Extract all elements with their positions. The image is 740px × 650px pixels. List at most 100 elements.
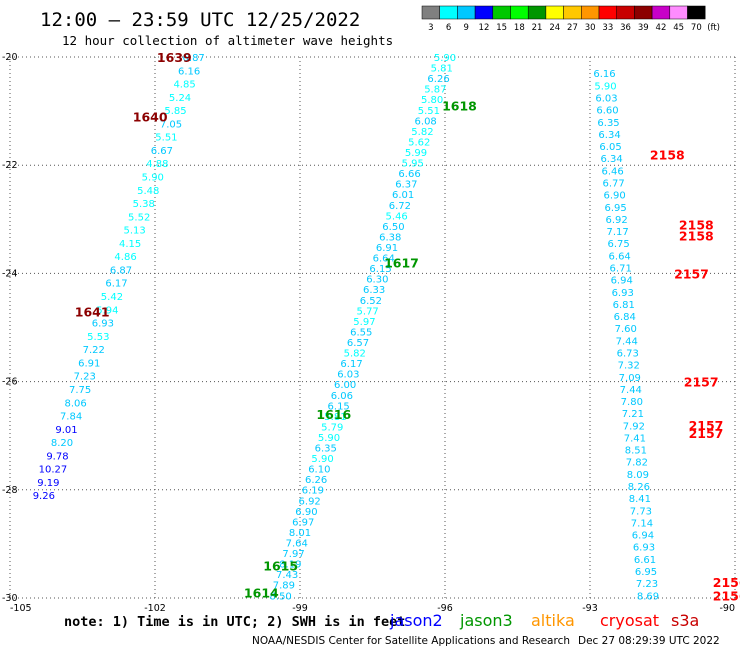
swh-value: 8.50 [270, 591, 292, 602]
legend-swatch [421, 5, 440, 20]
swh-value: 6.95 [635, 567, 657, 578]
swh-value: 5.94 [96, 305, 118, 316]
swh-value: 7.75 [69, 385, 91, 396]
swh-value: 6.19 [302, 486, 324, 497]
footer-note: note: 1) Time is in UTC; 2) SWH is in fe… [64, 614, 405, 630]
swh-value: 6.17 [105, 279, 127, 290]
time-label: 1639 [157, 50, 192, 65]
swh-value: 6.15 [328, 401, 350, 412]
legend-tick-label: 42 [656, 23, 667, 33]
footer-timestamp: Dec 27 08:29:39 UTC 2022 [578, 635, 720, 647]
swh-value: 8.20 [51, 438, 73, 449]
satellite-legend: jason2 jason3 altika cryosat s3a [389, 611, 699, 630]
swh-value: 6.64 [373, 254, 395, 265]
chart-title: 12:00 — 23:59 UTC 12/25/2022 [40, 9, 360, 31]
swh-value: 6.06 [331, 391, 353, 402]
time-label: 1617 [384, 256, 419, 271]
legend-tick-label: 36 [620, 23, 631, 33]
swh-value: 4.86 [114, 252, 136, 263]
swh-value: 6.05 [599, 142, 621, 153]
legend-swatch [651, 5, 671, 20]
swh-value: 5.13 [124, 226, 146, 237]
swh-value: 6.37 [395, 180, 417, 191]
legend-unit: (ft) [707, 23, 720, 33]
legend-tick-label: 12 [479, 23, 490, 33]
chart-subtitle: 12 hour collection of altimeter wave hei… [62, 33, 393, 48]
swh-value: 5.90 [311, 454, 333, 465]
swh-value: 6.61 [634, 555, 656, 566]
swh-value: 6.16 [593, 69, 615, 80]
swh-value: 6.73 [617, 348, 639, 359]
swh-value: 6.93 [633, 543, 655, 554]
x-tick-label: -93 [582, 603, 598, 614]
swh-value: 6.97 [292, 517, 314, 528]
swh-value: 6.91 [376, 243, 398, 254]
footer-credit: NOAA/NESDIS Center for Satellite Applica… [252, 635, 570, 647]
swh-value: 7.80 [621, 397, 643, 408]
swh-value: 7.82 [626, 458, 648, 469]
swh-value: 8.19 [279, 560, 301, 571]
swh-value: 7.84 [60, 412, 82, 423]
swh-value: 6.67 [151, 146, 173, 157]
swh-value: 6.71 [610, 263, 632, 274]
x-tick-label: -99 [292, 603, 308, 614]
swh-value: 6.08 [415, 116, 437, 127]
time-label: 1618 [442, 99, 477, 114]
swh-value: 7.21 [622, 409, 644, 420]
swh-value: 6.92 [606, 215, 628, 226]
swh-value: 7.09 [619, 373, 641, 384]
swh-value: 6.93 [92, 319, 114, 330]
swh-value: 5.80 [421, 95, 443, 106]
swh-value: 7.23 [636, 579, 658, 590]
swh-value: 6.01 [392, 190, 414, 201]
swh-value: 6.55 [350, 327, 372, 338]
legend-swatch [474, 5, 494, 20]
swh-value: 7.44 [620, 385, 642, 396]
x-tick-label: -90 [719, 603, 735, 614]
legend-tick-label: 45 [673, 23, 684, 33]
swh-value: 7.41 [624, 433, 646, 444]
satellite-jason3: jason3 [459, 611, 513, 630]
time-label: 2157 [674, 266, 709, 281]
swh-value: 6.26 [305, 475, 327, 486]
swh-value: 6.00 [334, 380, 356, 391]
legend-tick-label: 70 [691, 23, 702, 33]
swh-value: 6.92 [299, 496, 321, 507]
swh-value: 6.64 [609, 251, 631, 262]
time-label: 2158 [679, 218, 714, 233]
swh-value: 6.81 [613, 300, 635, 311]
swh-value: 6.91 [78, 358, 100, 369]
wave-height-values: 6.87 6.16 4.85 5.24 5.85 7.05 5.51 6.67 4.88 5.90… [33, 53, 659, 602]
legend-swatch [669, 5, 688, 20]
legend-swatch [616, 5, 635, 20]
x-tick-label: -96 [437, 603, 453, 614]
swh-value: 5.97 [353, 317, 375, 328]
swh-value: 5.24 [169, 93, 191, 104]
time-labels: 1639164016411618161716161615161421582158… [75, 50, 740, 603]
legend-swatch [439, 5, 458, 20]
time-label: 1640 [133, 110, 168, 125]
swh-value: 5.52 [128, 212, 150, 223]
swh-value: 7.43 [276, 570, 298, 581]
y-tick-label: -20 [2, 52, 18, 63]
swh-value: 6.77 [602, 178, 624, 189]
legend-tick-label: 33 [602, 23, 613, 33]
legend-swatch [634, 5, 653, 20]
time-label: 2157 [689, 418, 724, 433]
swh-value: 6.60 [596, 106, 618, 117]
swh-value: 9.01 [55, 425, 77, 436]
swh-value: 6.03 [595, 94, 617, 105]
swh-value: 6.50 [382, 222, 404, 233]
swh-value: 4.85 [173, 80, 195, 91]
swh-value: 4.88 [146, 159, 168, 170]
swh-value: 8.06 [64, 398, 86, 409]
swh-value: 6.57 [347, 338, 369, 349]
swh-value: 7.44 [616, 336, 638, 347]
legend-swatch [492, 5, 511, 20]
swh-value: 9.78 [46, 451, 68, 462]
time-label: 1616 [316, 407, 351, 422]
time-label: 2158 [650, 147, 685, 162]
swh-value: 7.14 [631, 518, 653, 529]
satellite-cryosat: cryosat [600, 611, 659, 630]
swh-value: 6.17 [340, 359, 362, 370]
